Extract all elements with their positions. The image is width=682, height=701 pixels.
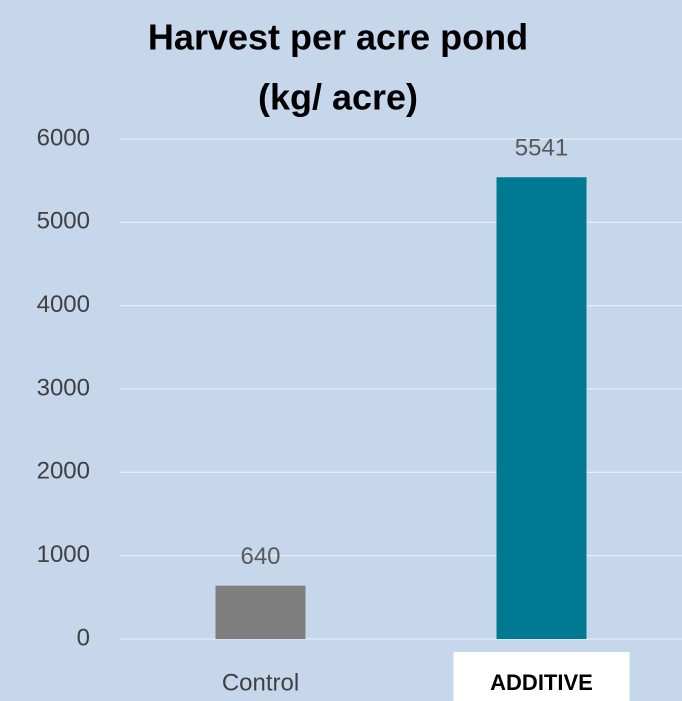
data-label: 640 — [240, 543, 280, 570]
chart-title: (kg/ acre) — [258, 77, 418, 118]
y-tick-label: 6000 — [37, 124, 90, 151]
chart-title: Harvest per acre pond — [148, 17, 528, 58]
bar — [215, 585, 306, 639]
bar — [496, 177, 587, 639]
y-tick-label: 3000 — [37, 374, 90, 401]
y-tick-label: 4000 — [37, 291, 90, 318]
category-label-box — [453, 652, 630, 701]
y-tick-label: 2000 — [37, 458, 90, 485]
y-tick-label: 1000 — [37, 541, 90, 568]
y-tick-label: 0 — [77, 624, 90, 651]
x-tick-label: Control — [222, 669, 299, 696]
data-label: 5541 — [515, 135, 568, 162]
y-tick-label: 5000 — [37, 208, 90, 235]
x-tick-label: ADDITIVE — [490, 670, 593, 695]
